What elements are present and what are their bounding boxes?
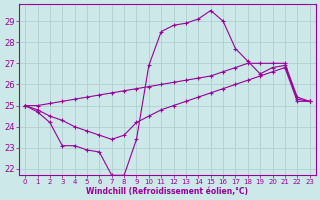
X-axis label: Windchill (Refroidissement éolien,°C): Windchill (Refroidissement éolien,°C)	[86, 187, 248, 196]
